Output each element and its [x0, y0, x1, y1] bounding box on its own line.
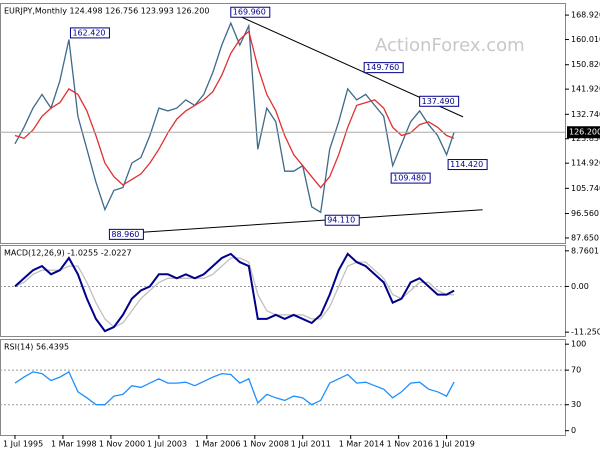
x-tick-label: 1 Nov 2008: [243, 440, 289, 449]
x-tick-label: 1 Jul 2019: [435, 440, 475, 449]
annotation-label: 88.960: [111, 230, 139, 239]
watermark: ActionForex.com: [375, 35, 525, 56]
x-tick-label: 1 Jul 2011: [291, 440, 331, 449]
y-tick-label: 100: [571, 340, 586, 349]
annotation-label: 94.110: [327, 216, 355, 225]
x-tick-label: 1 Mar 2014: [339, 440, 385, 449]
annotation-box: [447, 159, 488, 171]
y-tick-label: 132.740: [571, 110, 600, 119]
y-tick-label: 0.00: [571, 282, 589, 291]
panel-frame: [0, 3, 566, 244]
annotation-box: [108, 228, 144, 240]
y-tick-label: 30: [571, 400, 581, 409]
x-tick-label: 1 Jul 2003: [147, 440, 187, 449]
annotation-box: [324, 214, 360, 226]
series-line: [14, 21, 455, 214]
x-tick-label: 1 Mar 1998: [51, 440, 97, 449]
y-tick-label: 123.830: [571, 134, 600, 143]
series-line: [14, 252, 455, 333]
y-tick-label: 114.920: [571, 159, 600, 168]
panel-title: MACD(12,26,9) -1.0255 -2.0227: [4, 249, 132, 258]
last-price-label: 126.200: [569, 128, 600, 137]
x-tick-label: 1 Nov 2000: [99, 440, 145, 449]
panel-frame: [0, 245, 566, 337]
y-tick-label: 87.650: [571, 233, 599, 242]
x-tick-label: 1 Mar 2006: [195, 440, 241, 449]
y-tick-label: 141.920: [571, 85, 600, 94]
last-price-box: [567, 126, 600, 139]
annotation-label: 169.960: [233, 8, 266, 17]
y-tick-label: 150.820: [571, 60, 600, 69]
x-tick-label: 1 Jul 1995: [3, 440, 43, 449]
annotation-label: 109.480: [393, 174, 426, 183]
annotation-label: 162.420: [72, 28, 105, 37]
annotation-box: [419, 95, 460, 107]
annotation-box: [363, 62, 404, 74]
series-line: [14, 30, 455, 189]
panel-title: EURJPY,Monthly 124.498 126.756 123.993 1…: [4, 7, 209, 16]
panel-frame: [0, 339, 566, 436]
panel-title: RSI(14) 56.4395: [4, 343, 69, 352]
annotation-box: [390, 172, 431, 184]
annotation-box: [230, 6, 271, 18]
y-tick-label: 8.7601: [571, 246, 599, 255]
y-tick-label: 70: [571, 366, 581, 375]
y-tick-label: 105.740: [571, 184, 600, 193]
y-tick-label: 96.560: [571, 209, 599, 218]
annotation-label: 114.420: [450, 160, 483, 169]
y-tick-label: 0: [571, 426, 576, 435]
x-tick-label: 1 Nov 2016: [387, 440, 433, 449]
annotation-box: [69, 27, 110, 39]
y-tick-label: 160.010: [571, 35, 600, 44]
y-tick-label: 168.920: [571, 11, 600, 20]
annotation-label: 137.490: [422, 97, 455, 106]
series-line: [14, 370, 455, 406]
trendline: [109, 209, 483, 235]
y-tick-label: -11.2506: [571, 328, 600, 337]
annotation-label: 149.760: [366, 63, 399, 72]
